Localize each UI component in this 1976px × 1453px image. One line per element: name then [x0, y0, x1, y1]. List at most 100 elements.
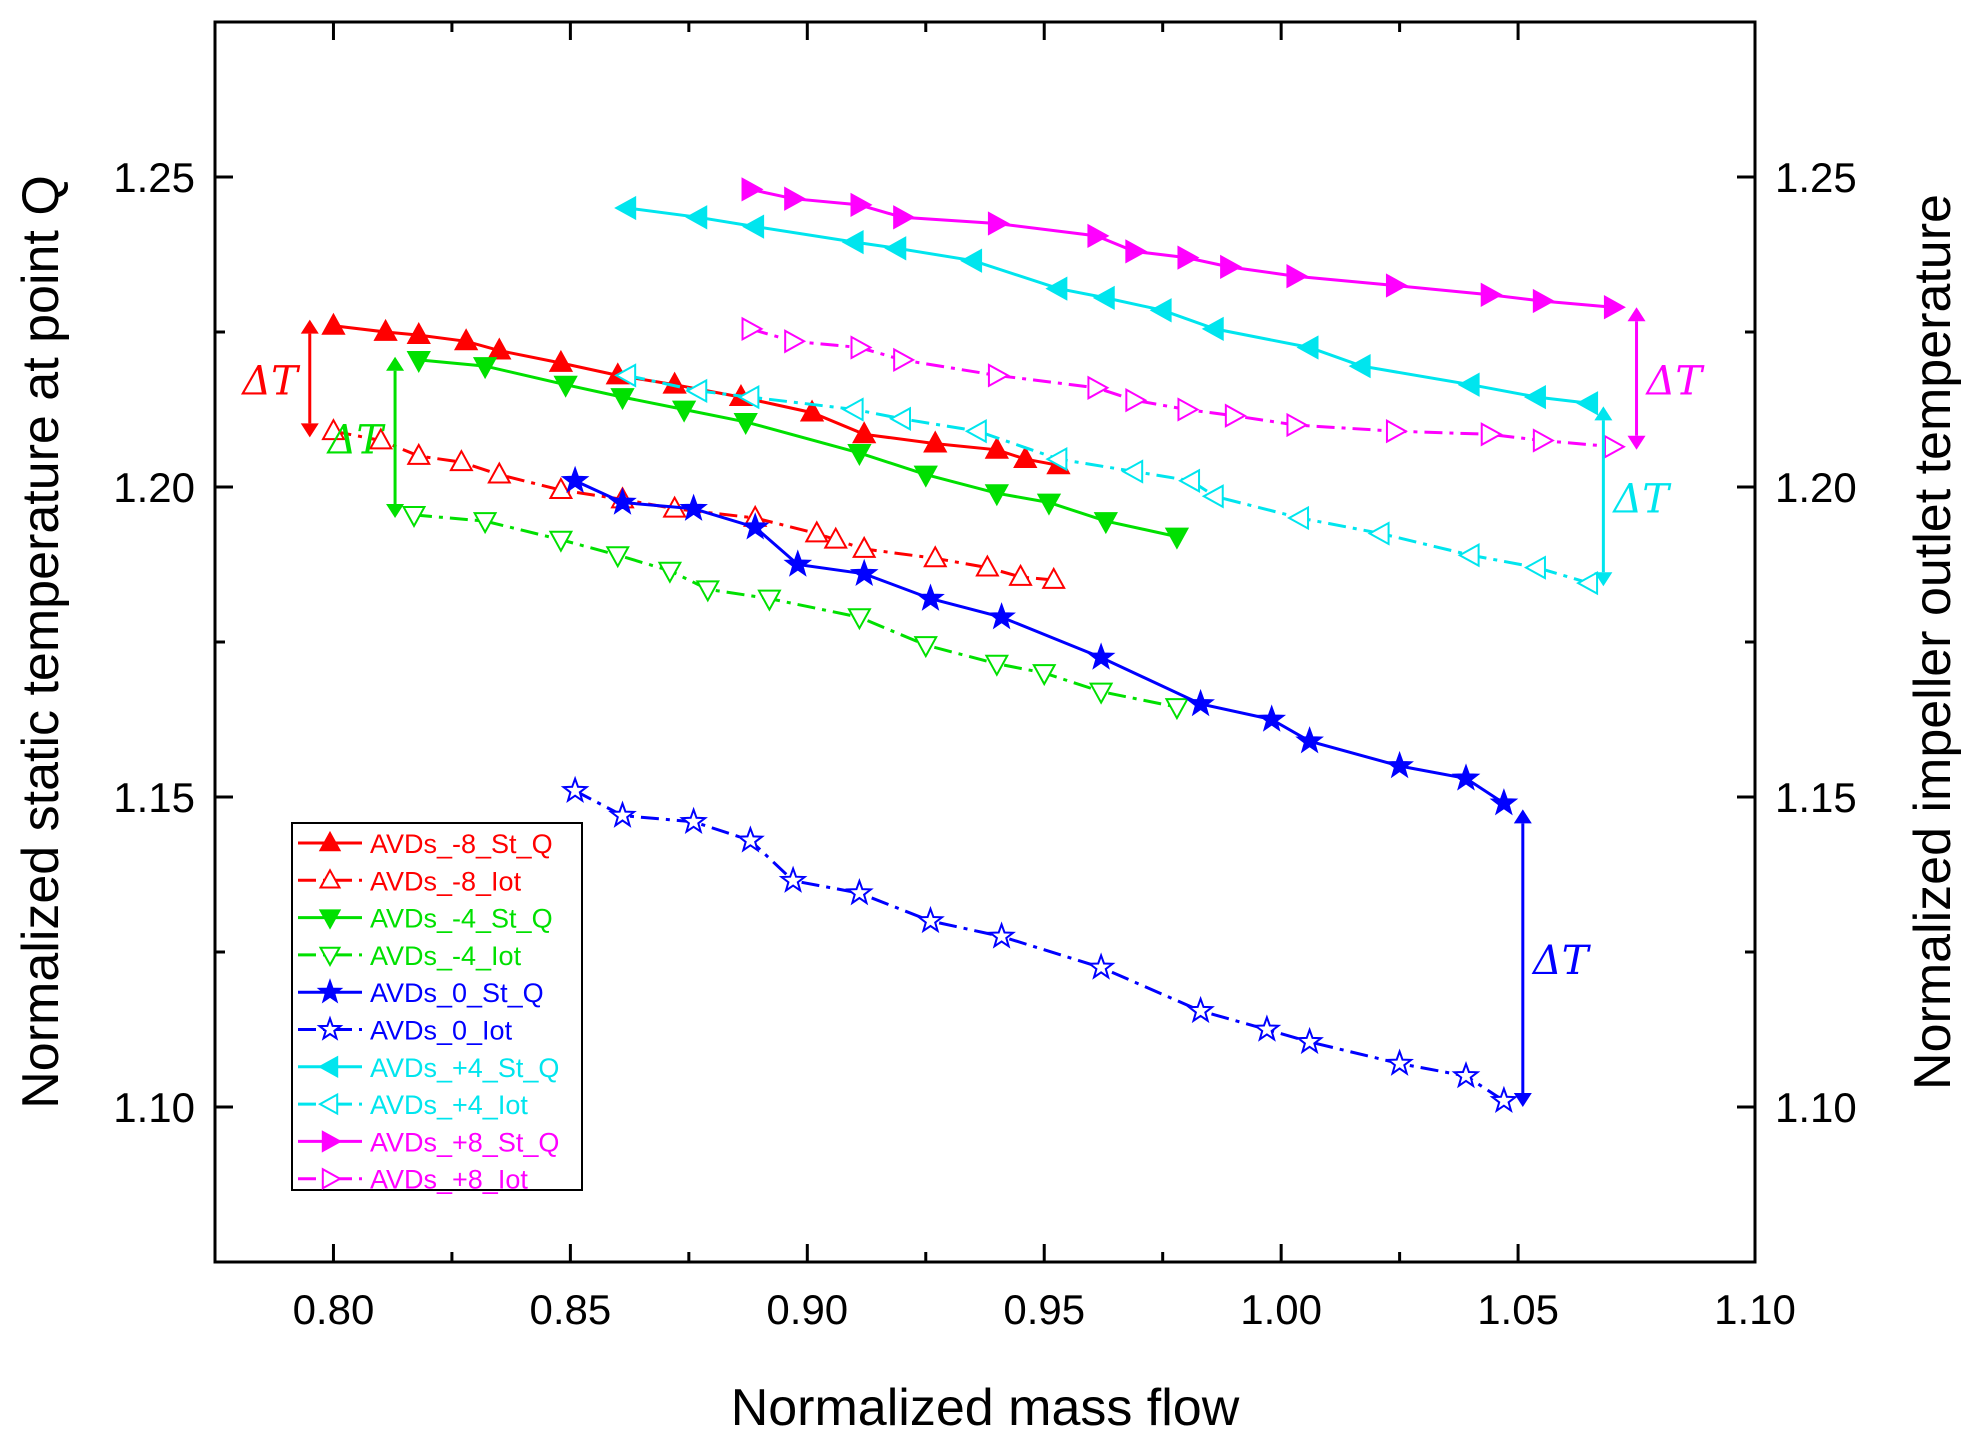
data-point: [1088, 682, 1114, 705]
legend-entry: AVDs_+4_St_Q: [298, 1053, 559, 1083]
data-point: [984, 436, 1009, 459]
data-point: [852, 421, 877, 444]
data-point: [1532, 288, 1555, 314]
data-point: [1348, 353, 1371, 379]
legend-marker: [318, 830, 342, 852]
delta-t-label: ΔT: [240, 359, 301, 405]
data-point: [804, 520, 829, 543]
delta-t-annotation: ΔT: [1594, 406, 1672, 587]
legend-label: AVDs_-8_St_Q: [370, 829, 553, 859]
x-tick-label: 0.80: [293, 1286, 375, 1333]
data-point: [850, 335, 873, 360]
data-point: [1201, 316, 1224, 342]
data-point: [852, 535, 877, 558]
series-AVDs_0_St_Q: [560, 465, 1519, 816]
data-point: [1489, 1085, 1519, 1114]
data-point: [1164, 698, 1190, 721]
data-point: [741, 177, 764, 202]
legend-label: AVDs_-4_St_Q: [370, 904, 553, 934]
data-point: [610, 388, 635, 411]
data-point: [487, 337, 512, 360]
data-point: [1149, 298, 1172, 323]
delta-t-arrowhead: [386, 356, 405, 371]
data-point: [736, 825, 765, 853]
data-point: [1087, 375, 1110, 400]
x-tick-label: 1.10: [1714, 1286, 1796, 1333]
data-point: [671, 400, 697, 423]
series-AVDs_+4_Iot: [614, 363, 1599, 596]
data-point: [847, 443, 872, 466]
legend-label: AVDs_+8_Iot: [370, 1165, 528, 1195]
data-point: [1201, 484, 1224, 509]
delta-t-label: ΔT: [1645, 359, 1706, 405]
legend-marker: [318, 868, 342, 889]
data-point: [1177, 245, 1200, 270]
legend-marker: [316, 1015, 344, 1041]
data-point: [1295, 726, 1324, 754]
data-point: [553, 375, 578, 398]
data-point: [987, 921, 1016, 949]
data-point: [1451, 1060, 1481, 1089]
data-point: [893, 205, 916, 230]
data-point: [487, 461, 512, 484]
series-AVDs_+8_Iot: [741, 316, 1626, 459]
data-point: [987, 602, 1016, 630]
data-point: [889, 406, 911, 431]
delta-t-annotation: ΔT: [325, 356, 405, 518]
data-point: [849, 558, 879, 586]
data-point: [1489, 788, 1519, 816]
data-point: [1008, 563, 1033, 586]
data-point: [1480, 282, 1503, 307]
delta-t-arrowhead: [1627, 435, 1646, 450]
data-point: [893, 347, 916, 373]
data-point: [1257, 704, 1287, 732]
data-point: [733, 412, 758, 435]
data-point: [449, 449, 474, 472]
delta-t-arrowhead: [300, 423, 319, 438]
legend-marker: [318, 946, 342, 967]
data-point: [608, 800, 637, 828]
data-point: [406, 322, 431, 345]
data-point: [1523, 384, 1546, 410]
data-point: [1045, 276, 1068, 301]
x-tick-label: 1.00: [1240, 1286, 1322, 1333]
data-point: [321, 312, 346, 335]
data-point: [847, 608, 872, 631]
data-point: [913, 465, 938, 488]
data-point: [1576, 391, 1599, 416]
data-point: [784, 186, 807, 211]
data-point: [1451, 763, 1481, 791]
data-point: [560, 775, 590, 804]
data-point: [679, 493, 708, 521]
data-point: [321, 418, 346, 441]
series-line: [626, 373, 1590, 585]
data-point: [608, 487, 637, 515]
data-point: [1092, 285, 1115, 311]
data-point: [401, 505, 427, 528]
delta-t-arrowhead: [1513, 809, 1532, 824]
x-tick-label: 0.90: [766, 1286, 848, 1333]
data-point: [975, 554, 1000, 577]
legend-marker: [317, 1055, 339, 1078]
legend-entry: AVDs_-4_St_Q: [298, 904, 553, 934]
data-point: [987, 211, 1010, 236]
y-tick-label: 1.25: [113, 154, 195, 201]
data-point: [685, 378, 708, 404]
data-point: [548, 530, 574, 553]
legend: AVDs_-8_St_Q AVDs_-8_Iot AVDs_-4_St_Q AVDs_…: [291, 822, 583, 1195]
delta-t-arrowhead: [1627, 307, 1646, 322]
data-point: [799, 399, 825, 422]
legend-label: AVDs_-4_Iot: [370, 941, 522, 971]
data-point: [823, 526, 848, 549]
ticks-layer: 0.80 0.85 0.90 0.95 1.00 1.05 1.10 1.10 1.10 1.15…: [113, 20, 1857, 1333]
data-point: [1224, 403, 1247, 428]
data-point: [1177, 397, 1200, 422]
data-point: [783, 549, 813, 577]
y-tick-label: 1.15: [113, 774, 195, 821]
legend-label: AVDs_0_Iot: [370, 1016, 513, 1046]
data-point: [1013, 446, 1038, 469]
data-point: [373, 318, 398, 341]
data-point: [1186, 995, 1215, 1024]
delta-t-arrowhead: [1594, 572, 1613, 587]
